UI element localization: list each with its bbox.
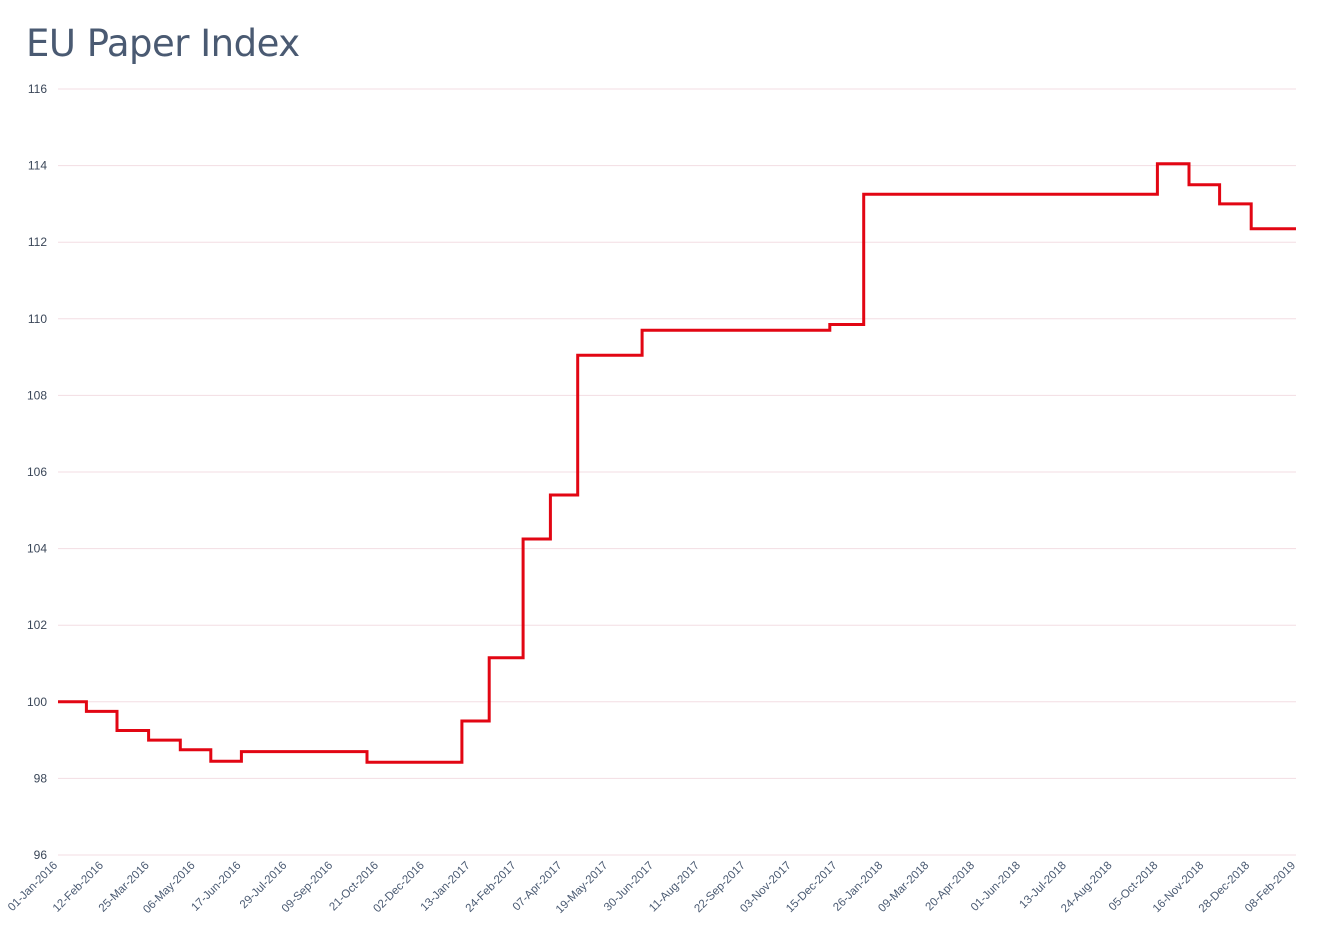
y-tick-label: 98 (34, 771, 48, 785)
y-tick-label: 112 (28, 235, 47, 249)
y-tick-label: 100 (27, 695, 47, 709)
x-tick-label: 01-Jun-2018 (969, 860, 1023, 914)
x-tick-label: 17-Jun-2016 (189, 860, 243, 914)
y-tick-label: 102 (27, 618, 47, 632)
series-line (58, 162, 1296, 764)
gridlines (58, 88, 1296, 856)
y-tick-label: 108 (27, 388, 47, 402)
y-tick-label: 104 (27, 542, 47, 556)
x-axis-ticks: 01-Jan-201612-Feb-201625-Mar-201606-May-… (6, 860, 1298, 916)
y-axis-ticks: 96 98 100 102 104 106 108 110 112 114 116 (27, 82, 47, 862)
series-layer (58, 162, 1296, 764)
y-tick-label: 114 (28, 159, 47, 173)
y-tick-label: 106 (27, 465, 47, 479)
y-tick-label: 96 (34, 848, 48, 862)
chart-title: EU Paper Index (26, 22, 300, 65)
y-tick-label: 116 (28, 82, 47, 96)
y-tick-label: 110 (28, 312, 47, 326)
